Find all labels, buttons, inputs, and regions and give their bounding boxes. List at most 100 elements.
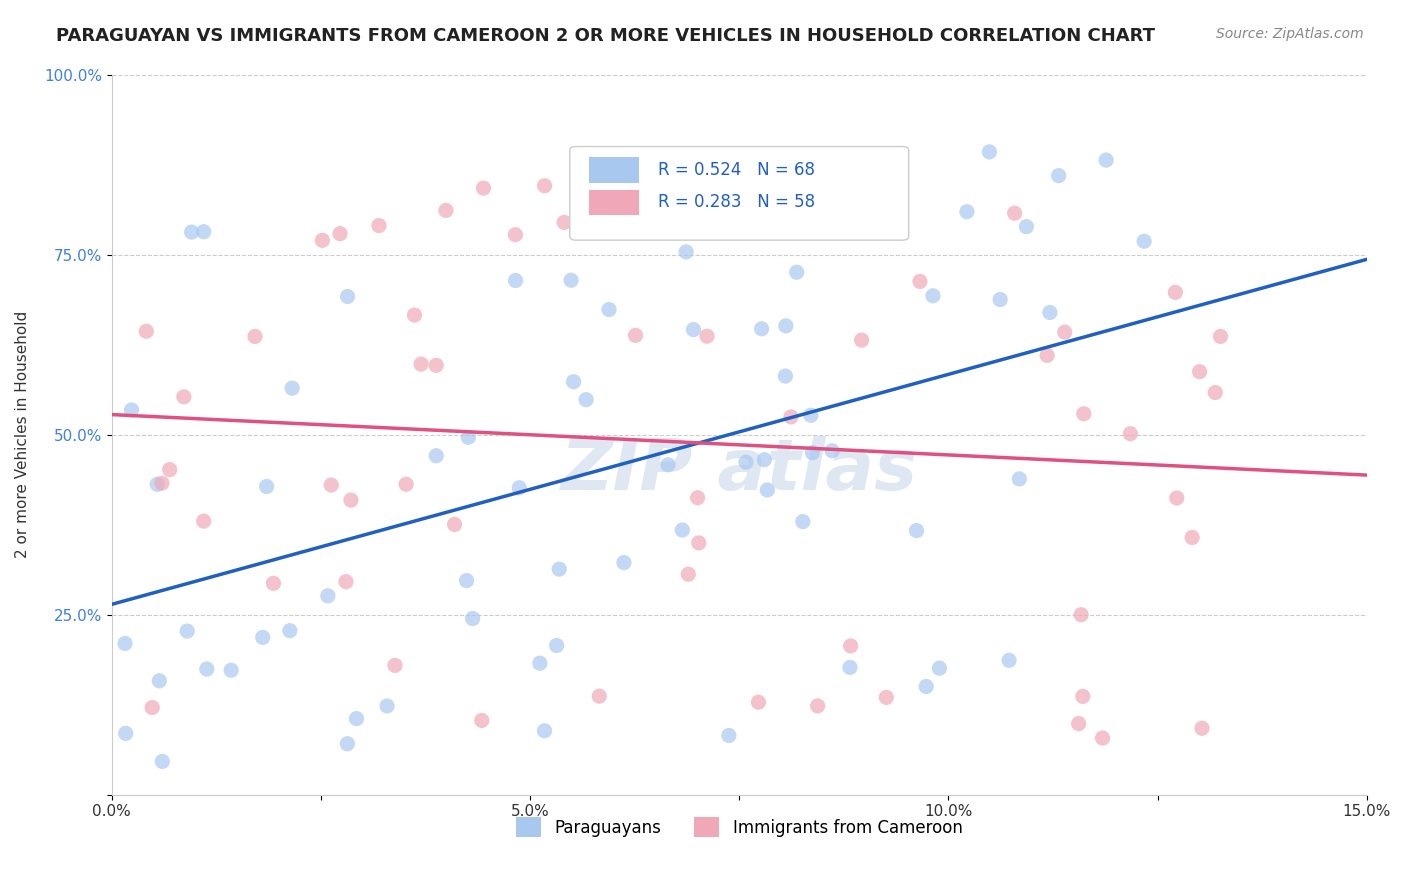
Paraguayans [425,449,447,463]
Immigrants from Cameroon [1071,690,1094,704]
Paraguayans [800,409,823,423]
Paraguayans [671,523,693,537]
Immigrants from Cameroon [443,517,465,532]
Paraguayans [1095,153,1118,167]
Paraguayans [1047,169,1070,183]
Paraguayans [998,653,1021,667]
Immigrants from Cameroon [1091,731,1114,745]
Immigrants from Cameroon [780,409,803,424]
Bar [589,190,638,215]
Paraguayans [786,265,808,279]
Immigrants from Cameroon [262,576,284,591]
Paraguayans [598,302,620,317]
Immigrants from Cameroon [1181,531,1204,545]
Paraguayans [346,712,368,726]
Y-axis label: 2 or more Vehicles in Household: 2 or more Vehicles in Household [15,311,30,558]
Immigrants from Cameroon [311,233,333,247]
Paraguayans [256,479,278,493]
Paraguayans [114,636,136,650]
Immigrants from Cameroon [395,477,418,491]
FancyBboxPatch shape [569,146,908,240]
Paraguayans [575,392,598,407]
Paraguayans [751,322,773,336]
Immigrants from Cameroon [1053,325,1076,339]
Immigrants from Cameroon [624,328,647,343]
Paraguayans [839,660,862,674]
Immigrants from Cameroon [1119,426,1142,441]
Immigrants from Cameroon [321,478,343,492]
Immigrants from Cameroon [678,567,700,582]
Immigrants from Cameroon [1004,206,1026,220]
Paraguayans [848,208,870,222]
Paraguayans [508,481,530,495]
Bar [589,157,638,183]
Immigrants from Cameroon [553,215,575,229]
Immigrants from Cameroon [1070,607,1092,622]
Immigrants from Cameroon [243,329,266,343]
Paraguayans [613,556,636,570]
Immigrants from Cameroon [141,700,163,714]
Immigrants from Cameroon [807,698,830,713]
Immigrants from Cameroon [1073,407,1095,421]
Immigrants from Cameroon [886,202,908,217]
Paraguayans [562,375,585,389]
Paraguayans [529,657,551,671]
Immigrants from Cameroon [1067,716,1090,731]
Paraguayans [548,562,571,576]
Immigrants from Cameroon [368,219,391,233]
Immigrants from Cameroon [150,476,173,491]
Paraguayans [1133,234,1156,248]
Paraguayans [801,446,824,460]
Paraguayans [1008,472,1031,486]
Paraguayans [922,289,945,303]
Paraguayans [114,726,136,740]
Immigrants from Cameroon [686,491,709,505]
Paraguayans [775,369,797,384]
Paraguayans [560,273,582,287]
Paraguayans [1039,305,1062,319]
Immigrants from Cameroon [135,324,157,338]
Paraguayans [905,524,928,538]
Immigrants from Cameroon [588,689,610,703]
Paraguayans [278,624,301,638]
Immigrants from Cameroon [472,181,495,195]
Immigrants from Cameroon [505,227,527,242]
Paraguayans [457,430,479,444]
Paraguayans [121,403,143,417]
Immigrants from Cameroon [1204,385,1226,400]
Text: R = 0.283   N = 58: R = 0.283 N = 58 [658,193,814,211]
Paraguayans [456,574,478,588]
Paraguayans [675,244,697,259]
Paraguayans [533,723,555,738]
Immigrants from Cameroon [173,390,195,404]
Immigrants from Cameroon [409,357,432,371]
Paraguayans [756,483,779,497]
Paraguayans [148,673,170,688]
Paraguayans [735,455,758,469]
Paraguayans [761,169,783,183]
Immigrants from Cameroon [1188,365,1211,379]
Immigrants from Cameroon [404,308,426,322]
Immigrants from Cameroon [1164,285,1187,300]
Immigrants from Cameroon [425,359,447,373]
Immigrants from Cameroon [1036,348,1059,362]
Immigrants from Cameroon [1191,721,1213,735]
Paraguayans [461,611,484,625]
Immigrants from Cameroon [335,574,357,589]
Paraguayans [336,737,359,751]
Paraguayans [717,729,740,743]
Text: Source: ZipAtlas.com: Source: ZipAtlas.com [1216,27,1364,41]
Paraguayans [546,639,568,653]
Immigrants from Cameroon [533,178,555,193]
Text: R = 0.524   N = 68: R = 0.524 N = 68 [658,161,814,178]
Immigrants from Cameroon [159,462,181,476]
Immigrants from Cameroon [1209,329,1232,343]
Immigrants from Cameroon [384,658,406,673]
Text: ZIP atlas: ZIP atlas [561,436,918,505]
Immigrants from Cameroon [471,714,494,728]
Immigrants from Cameroon [193,514,215,528]
Paraguayans [988,293,1011,307]
Paraguayans [150,755,173,769]
Paraguayans [176,624,198,638]
Paraguayans [979,145,1001,159]
